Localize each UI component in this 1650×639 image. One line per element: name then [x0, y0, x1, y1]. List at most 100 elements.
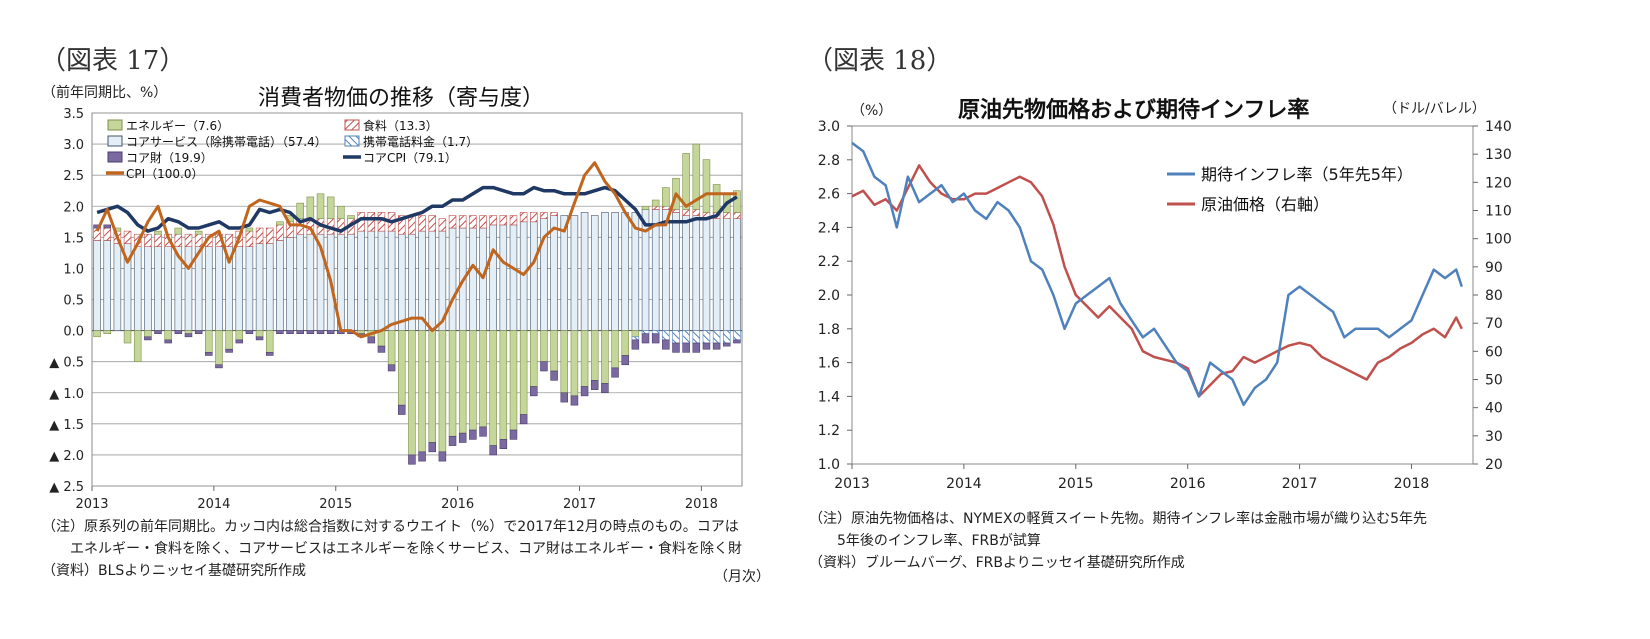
core-goods-bar [286, 330, 294, 334]
energy-bar [469, 330, 477, 431]
core-services-bar [428, 230, 436, 331]
core-goods-bar [733, 339, 741, 344]
core-services-bar [621, 212, 629, 331]
core-services-bar [601, 212, 609, 331]
energy-bar [164, 330, 172, 341]
food-bar [245, 230, 254, 247]
energy-bar [245, 227, 254, 232]
core-goods-bar [408, 454, 416, 465]
y-right-tick-label: 140 [1485, 119, 1512, 135]
core-goods-bar [570, 395, 579, 406]
core-services-bar [712, 218, 721, 331]
energy-bar [255, 330, 264, 338]
y-tick-label: 1.2 [818, 423, 840, 439]
core-services-bar [611, 212, 619, 331]
mobile-fee-bar [733, 330, 741, 341]
core-goods-bar [469, 429, 477, 440]
x-tick-label: 2017 [1282, 476, 1318, 492]
core-services-bar [144, 246, 152, 331]
core-goods-bar [154, 330, 162, 334]
energy-bar [337, 205, 345, 219]
energy-bar [306, 196, 315, 219]
y-right-tick-label: 30 [1485, 429, 1503, 445]
core-goods-bar [387, 364, 396, 372]
energy-bar [499, 330, 508, 440]
energy-bar [265, 330, 274, 353]
core-services-bar [103, 240, 111, 331]
food-bar [255, 227, 264, 244]
core-goods-bar [712, 342, 721, 350]
food-bar [479, 215, 487, 229]
core-services-bar [672, 212, 680, 331]
cpi-contribution-chart: 3.5 3.0 2.5 2.0 1.5 1.0 0.5 0.0 ▲ 0.5 ▲ 1.0 ▲ 1.5 ▲… [49, 107, 743, 512]
core-goods-bar [174, 330, 183, 334]
y-tick-label: 2.0 [63, 200, 84, 215]
core-goods-bar [276, 330, 284, 334]
energy-bar [103, 330, 111, 334]
y-tick-label: 1.8 [818, 322, 840, 338]
core-services-bar [367, 230, 376, 331]
energy-bar [276, 221, 284, 226]
food-bar [265, 227, 274, 244]
expected-inflation-line [851, 141, 1463, 407]
core-cpi-line [96, 185, 738, 233]
core-services-bar [702, 218, 711, 331]
core-goods-bar [560, 392, 569, 403]
core-services-bar [509, 224, 518, 331]
core-services-bar [154, 246, 162, 331]
energy-bar [194, 230, 203, 235]
food-bar [174, 233, 183, 247]
food-bar [651, 205, 660, 210]
y-right-tick-label: 100 [1485, 232, 1512, 248]
mobile-fee-bar [702, 330, 711, 344]
energy-bar [347, 215, 355, 219]
core-goods-bar [265, 352, 274, 356]
core-services-legend-swatch [107, 135, 123, 147]
core-goods-bar [103, 224, 111, 229]
figure-18-legend: 期待インフレ率（5年先5年） 原油価格（右軸） [1167, 165, 1413, 214]
expected-inflation-legend-label: 期待インフレ率（5年先5年） [1201, 165, 1413, 184]
core-services-bar [682, 215, 690, 331]
energy-bar [316, 193, 325, 219]
mobile-fee-legend-label: 携帯電話料金（1.7） [363, 134, 478, 149]
core-goods-bar [255, 336, 264, 341]
core-goods-bar [326, 330, 335, 334]
core-goods-bar [662, 339, 670, 350]
figure-18-source: （資料）ブルームバーグ、FRBよりニッセイ基礎研究所作成 [809, 555, 1185, 571]
food-bar [428, 215, 436, 232]
y-right-tick-label: 40 [1485, 401, 1503, 417]
core-services-bar [347, 233, 355, 331]
x-tick-label: 2016 [441, 497, 474, 512]
core-services-bar [560, 215, 569, 331]
figure-18-label: （図表 18） [807, 46, 953, 76]
figure-18-note-cont: 5年後のインフレ率、FRBが試算 [837, 533, 1041, 549]
food-bar [519, 212, 528, 223]
core-cpi-legend-label: コアCPI（79.1） [363, 151, 457, 165]
mobile-fee-bar [651, 330, 660, 334]
y-right-tick-label: 70 [1485, 316, 1503, 332]
core-services-bar [499, 224, 508, 331]
y-tick-label: 3.0 [63, 138, 84, 153]
figure-17-legend: エネルギー（7.6） 食料（13.3） コアサービス（除携帯電話）（57.4） 携帯電… [106, 118, 478, 181]
core-goods-bar [590, 380, 599, 390]
core-goods-bar [550, 370, 558, 381]
energy-legend-label: エネルギー（7.6） [126, 119, 229, 133]
core-goods-bar [184, 333, 193, 338]
core-goods-bar [611, 367, 619, 378]
energy-bar [509, 330, 518, 431]
food-bar [733, 212, 741, 219]
y-tick-label: 1.6 [818, 356, 840, 372]
core-services-bar [408, 233, 416, 331]
energy-bar [174, 227, 183, 235]
core-services-legend-label: コアサービス（除携帯電話）（57.4） [126, 134, 327, 149]
core-goods-bar [367, 336, 376, 344]
mobile-fee-bar [682, 330, 690, 344]
food-bar [103, 227, 111, 241]
core-services-bar [306, 233, 315, 331]
core-services-bar [662, 209, 670, 331]
food-legend-label: 食料（13.3） [363, 118, 438, 133]
core-goods-bar [245, 330, 254, 334]
core-services-bar [550, 215, 558, 331]
core-services-bar [469, 227, 477, 331]
food-bar [276, 224, 284, 241]
